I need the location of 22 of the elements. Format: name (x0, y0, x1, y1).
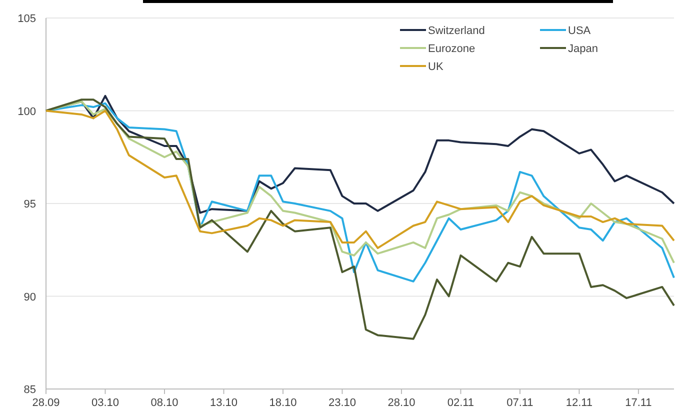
legend-label: Eurozone (428, 43, 476, 55)
x-tick-label: 17.11 (625, 397, 652, 409)
legend-label: Japan (568, 43, 598, 55)
x-tick-label: 02.11 (447, 397, 474, 409)
legend-label: UK (428, 61, 444, 73)
y-tick-label: 90 (24, 291, 36, 304)
line-series (45, 98, 675, 340)
x-tick-label: 08.10 (150, 397, 178, 409)
x-tick-label: 13.10 (210, 397, 238, 409)
x-tick-label: 18.10 (269, 397, 297, 409)
x-tick-label: 28.09 (32, 397, 60, 409)
x-tick-label: 12.11 (566, 397, 593, 409)
y-tick-label: 105 (18, 13, 36, 25)
x-tick-label: 28.10 (388, 397, 416, 409)
x-tick-label: 03.10 (91, 397, 120, 409)
y-tick-label: 100 (18, 106, 36, 118)
x-tick-label: 23.10 (328, 397, 356, 409)
y-tick-label: 95 (24, 198, 36, 210)
x-tick-label: 07.11 (506, 397, 534, 409)
legend-label: Switzerland (428, 25, 485, 37)
legend-label: USA (568, 25, 592, 37)
y-tick-label: 85 (24, 384, 36, 396)
